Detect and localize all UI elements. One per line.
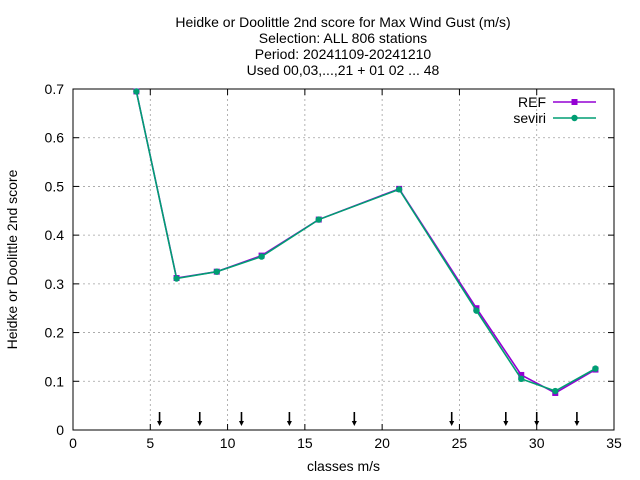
class-arrow-marker <box>574 412 580 426</box>
x-tick-label: 30 <box>529 435 545 451</box>
data-point <box>395 186 403 193</box>
grid <box>73 89 614 430</box>
data-point <box>173 275 180 282</box>
chart-title-line: Period: 20241109-20241210 <box>255 46 432 62</box>
x-tick-label: 10 <box>220 435 236 451</box>
x-tick-label: 35 <box>606 435 622 451</box>
class-arrow-marker <box>351 412 357 426</box>
chart-title-line: Used 00,03,...,21 + 01 02 ... 48 <box>247 62 440 78</box>
y-tick-label: 0.7 <box>45 81 65 97</box>
y-tick-label: 0.5 <box>45 178 65 194</box>
class-arrow-marker <box>449 412 455 426</box>
x-axis: 0 5 10 15 20 25 30 35 <box>69 89 622 451</box>
y-tick-label: 0.6 <box>45 130 65 146</box>
chart-title: Heidke or Doolittle 2nd score for Max Wi… <box>175 14 510 78</box>
y-tick-label: 0.4 <box>45 227 65 243</box>
class-arrow-marker <box>286 412 292 426</box>
data-point <box>213 268 220 275</box>
x-axis-label: classes m/s <box>307 458 380 474</box>
legend-entry: seviri <box>513 110 596 126</box>
chart-title-line: Heidke or Doolittle 2nd score for Max Wi… <box>175 14 510 30</box>
class-arrow-marker <box>503 412 509 426</box>
class-arrow-marker <box>534 412 540 426</box>
data-point <box>133 88 140 95</box>
y-tick-label: 0 <box>56 422 64 438</box>
legend-marker <box>571 99 578 105</box>
legend-label: REF <box>518 94 546 110</box>
x-tick-label: 5 <box>146 435 154 451</box>
legend-label: seviri <box>513 110 546 126</box>
plot-frame <box>72 88 615 431</box>
y-tick-label: 0.3 <box>45 276 65 292</box>
chart-title-line: Selection: ALL 806 stations <box>259 30 427 46</box>
class-arrow-marker <box>197 412 203 426</box>
data-point <box>552 387 559 395</box>
x-tick-label: 20 <box>374 435 390 451</box>
y-axis-label: Heidke or Doolittle 2nd score <box>4 169 20 349</box>
legend-marker <box>571 114 578 122</box>
series-REF <box>133 88 599 396</box>
x-tick-label: 0 <box>69 435 77 451</box>
series <box>133 88 599 396</box>
y-tick-label: 0.2 <box>45 325 65 341</box>
data-point <box>315 216 322 223</box>
series-line <box>135 91 596 394</box>
y-tick-label: 0.1 <box>45 373 65 389</box>
data-point <box>473 307 480 314</box>
x-tick-label: 25 <box>452 435 468 451</box>
series-line <box>135 91 596 392</box>
data-point <box>518 375 525 383</box>
x-tick-label: 15 <box>297 435 313 451</box>
data-point <box>518 371 525 378</box>
series-seviri <box>133 88 599 395</box>
y-axis: 0 0.1 0.2 0.3 0.4 0.5 0.6 0.7 <box>45 81 614 438</box>
data-point <box>592 365 599 372</box>
class-arrow-markers <box>157 412 580 426</box>
class-arrow-marker <box>238 412 244 426</box>
legend-entry: REF <box>518 94 596 110</box>
data-point <box>258 253 265 260</box>
class-arrow-marker <box>157 412 163 426</box>
